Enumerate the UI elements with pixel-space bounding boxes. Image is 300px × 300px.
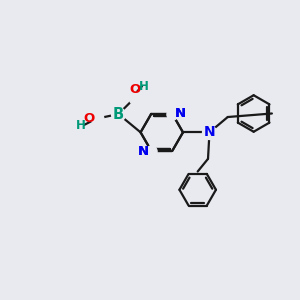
Text: H: H [76,119,86,132]
Text: N: N [174,107,186,120]
Text: N: N [204,125,215,139]
Text: O: O [84,112,95,125]
Text: B: B [113,106,124,122]
Text: N: N [138,145,149,158]
Text: O: O [129,83,140,96]
Text: N: N [138,145,149,158]
Text: H: H [139,80,148,93]
Text: N: N [174,107,186,120]
